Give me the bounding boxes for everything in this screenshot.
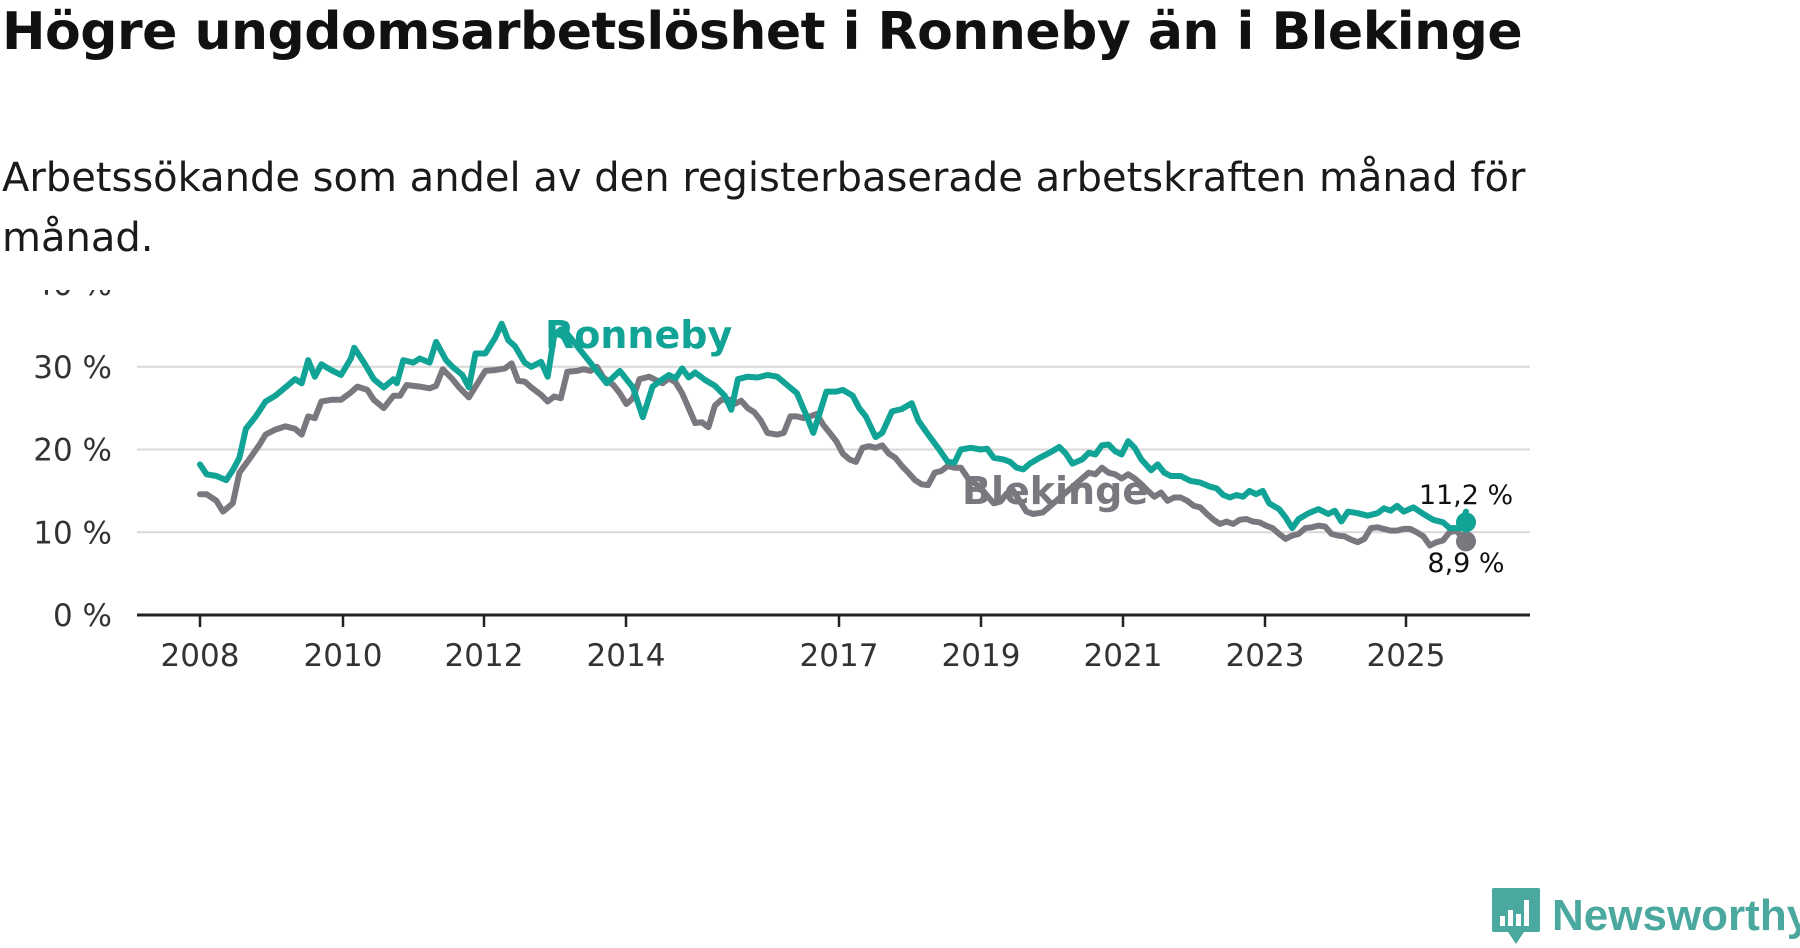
x-tick-label: 2025 [1367,638,1446,674]
series-line-ronneby [200,324,1466,528]
grid-lines [137,290,1530,532]
y-tick-label: 10 % [33,515,112,551]
x-tick-label: 2019 [942,638,1021,674]
series-label-blekinge: Blekinge [962,469,1148,513]
end-point-ronneby [1456,512,1476,532]
line-chart: 0 % 10 % 20 % 30 % 40 % 2008 2010 2012 2014 2017… [0,290,1800,810]
bar-chart-icon [1490,886,1542,946]
x-tick-label: 2012 [445,638,524,674]
x-axis: 2008 2010 2012 2014 2017 2019 2021 2023 2025 [137,615,1530,674]
x-tick-label: 2008 [161,638,240,674]
chart-title: Högre ungdomsarbetslöshet i Ronneby än i… [2,2,1522,62]
y-tick-label: 40 % [33,290,112,303]
x-tick-label: 2010 [304,638,383,674]
y-tick-label: 0 % [53,598,112,634]
end-value-label-blekinge: 8,9 % [1427,548,1504,579]
x-tick-label: 2014 [587,638,666,674]
series-lines [200,324,1476,552]
series-label-ronneby: Ronneby [545,313,732,357]
x-tick-label: 2021 [1084,638,1163,674]
x-tick-label: 2017 [800,638,879,674]
brand-logo: Newsworthy [1490,884,1800,948]
chart-subtitle: Arbetssökande som andel av den registerb… [2,148,1682,268]
y-tick-label: 30 % [33,350,112,386]
end-value-label-ronneby: 11,2 % [1419,480,1513,511]
y-tick-label: 20 % [33,433,112,469]
brand-name: Newsworthy [1552,891,1800,941]
x-tick-label: 2023 [1226,638,1305,674]
y-axis-labels: 0 % 10 % 20 % 30 % 40 % [33,290,112,634]
annotations: Ronneby Blekinge 11,2 % 8,9 % [545,313,1513,579]
